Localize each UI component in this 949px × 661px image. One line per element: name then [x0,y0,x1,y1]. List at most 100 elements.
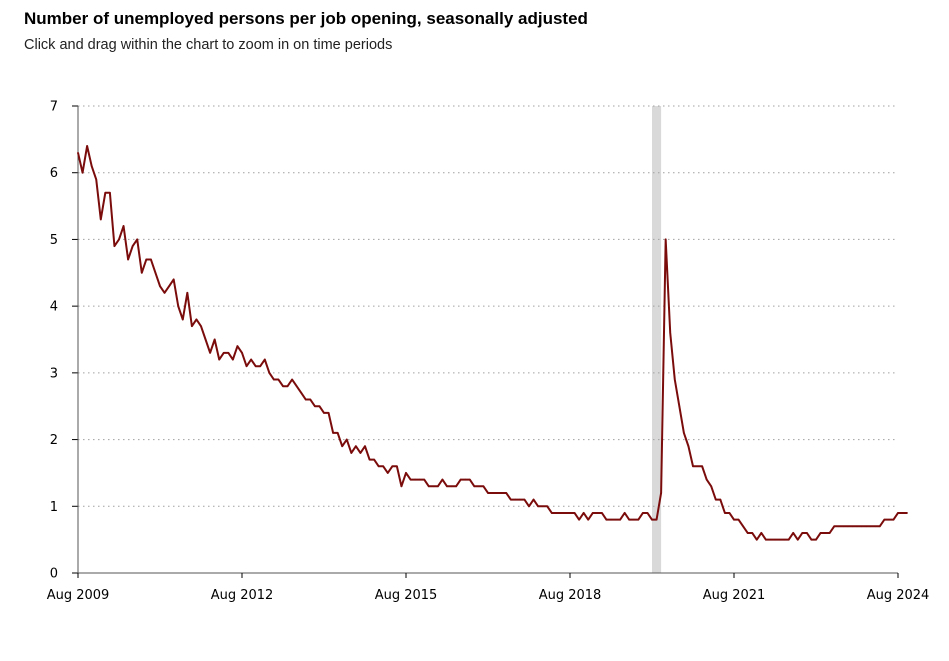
data-point [564,512,567,514]
data-point [127,258,129,261]
data-point [787,538,790,541]
data-point [177,305,180,307]
data-point [824,532,826,534]
y-tick-label: 0 [50,567,58,582]
data-point [245,365,248,367]
data-point [851,525,854,528]
data-point [99,218,102,221]
data-point [705,478,708,481]
data-point [669,332,672,334]
data-point [642,512,644,514]
data-point [628,518,631,521]
data-point [578,518,580,521]
data-point [737,518,740,521]
chart-title: Number of unemployed persons per job ope… [24,9,588,28]
data-point [587,518,590,521]
data-point [719,498,722,501]
data-point [250,358,252,361]
data-point [555,512,558,514]
data-point [569,512,571,514]
data-point [755,538,758,541]
data-point [778,538,781,541]
data-point [222,352,225,354]
data-point [491,492,494,494]
data-point [596,512,599,514]
data-point [610,518,612,521]
data-point [496,492,498,494]
data-point [655,518,658,521]
data-point [95,178,98,181]
data-point [792,532,795,534]
data-point [355,445,357,448]
data-point [314,405,316,408]
data-point [487,492,489,494]
data-point [291,378,293,381]
data-point [327,412,330,414]
data-point [446,485,448,488]
data-point [801,532,804,534]
data-point [109,191,111,194]
x-tick-label: Aug 2018 [539,588,602,603]
data-point [505,492,508,494]
data-point [86,145,88,147]
data-point [742,525,744,528]
data-point [660,492,662,494]
data-point [418,478,421,481]
y-tick-label: 3 [50,366,58,381]
data-point [819,532,822,534]
data-point [714,498,717,501]
data-point [104,191,107,194]
data-point [678,405,681,408]
data-point [806,532,808,534]
data-point [236,345,239,347]
data-point [77,151,79,154]
y-tick-label: 1 [50,500,58,515]
data-point [537,505,539,508]
data-point [191,325,193,327]
data-point [783,538,785,541]
data-point [651,518,653,521]
gridlines [78,105,898,507]
data-point [888,518,890,521]
data-point [897,512,899,514]
data-point [295,385,298,388]
data-point [883,518,886,521]
data-point [601,512,603,514]
data-point [514,498,517,501]
data-point [282,385,284,388]
data-point [81,171,84,174]
data-point [769,538,772,541]
data-point [423,478,426,481]
data-point [892,518,895,521]
data-point [532,498,535,501]
data-point [323,412,325,414]
data-point [541,505,544,508]
data-point [701,465,703,468]
data-point [901,512,904,514]
data-point [382,465,385,468]
data-point [386,472,389,474]
series-layer [77,145,908,541]
data-point [582,512,585,514]
data-point [159,285,161,287]
data-point [673,378,676,381]
data-point [441,478,444,481]
data-point [396,465,398,468]
data-point [724,512,726,514]
data-point [204,338,207,341]
data-point [810,538,813,541]
axes: 0 1 2 3 4 5 6 7 Aug 2009 Aug 2012 Aug 2015 Aug 2018… [47,100,930,604]
data-point [377,465,380,468]
data-point [350,452,353,454]
y-tick-label: 7 [50,100,58,115]
x-tick-label: Aug 2015 [375,588,438,603]
data-point [874,525,877,528]
data-point [437,485,439,488]
data-point [209,352,211,354]
data-point [482,485,485,488]
data-point [218,358,221,361]
data-point [373,458,375,461]
data-point [632,518,635,521]
data-point [865,525,867,528]
